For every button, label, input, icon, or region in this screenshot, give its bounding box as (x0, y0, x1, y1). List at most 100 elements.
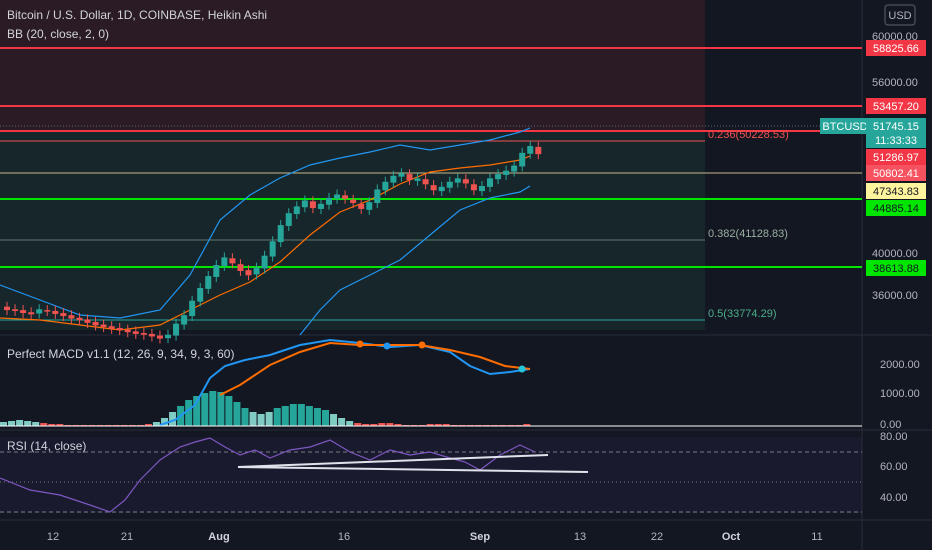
candle-body[interactable] (326, 197, 332, 205)
macd-histogram-bar (394, 424, 402, 426)
candle-body[interactable] (390, 175, 397, 183)
candle-body[interactable] (535, 146, 542, 155)
macd-histogram-bar (193, 396, 201, 426)
candle-body[interactable] (245, 270, 252, 276)
candle-body[interactable] (124, 329, 131, 333)
candle-body[interactable] (44, 310, 51, 312)
macd-histogram-bar (225, 396, 233, 426)
candle-body[interactable] (253, 267, 260, 275)
bb-upper-band (0, 127, 531, 319)
macd-signal-line (219, 341, 531, 396)
candle-body[interactable] (229, 258, 236, 264)
candle-body[interactable] (317, 203, 324, 209)
candle-body[interactable] (173, 323, 180, 336)
candle-body[interactable] (414, 178, 421, 181)
candle-body[interactable] (366, 202, 373, 210)
candle-body[interactable] (487, 178, 493, 187)
candle-body[interactable] (76, 317, 83, 321)
candle-body[interactable] (454, 178, 461, 183)
macd-histogram-bar (265, 412, 273, 426)
candle-body[interactable] (12, 309, 19, 311)
candle-body[interactable] (108, 326, 115, 329)
candle-body[interactable] (495, 174, 502, 180)
candle-body[interactable] (68, 315, 75, 319)
currency-badge[interactable] (884, 4, 916, 26)
candle-body[interactable] (527, 146, 534, 154)
time-tick: Oct (722, 531, 741, 543)
candle-body[interactable] (406, 174, 413, 181)
candle-body[interactable] (334, 194, 341, 199)
candle-body[interactable] (52, 310, 59, 314)
candle-body[interactable] (430, 185, 437, 191)
candle-body[interactable] (132, 331, 139, 334)
rsi-trendline[interactable] (237, 454, 549, 468)
candle-body[interactable] (462, 179, 469, 184)
candle-body[interactable] (342, 195, 349, 199)
candle-body[interactable] (92, 322, 99, 326)
rsi-tick: 80.00 (880, 431, 908, 443)
symbol-badge[interactable]: BTCUSD (820, 118, 870, 134)
macd-histogram-bar (257, 414, 265, 426)
candle-body[interactable] (374, 189, 381, 203)
candle-body[interactable] (189, 300, 196, 317)
candle-body[interactable] (84, 319, 91, 323)
macd-histogram-bar (201, 393, 209, 426)
candle-body[interactable] (116, 327, 123, 331)
candle-body[interactable] (4, 306, 10, 311)
candle-body[interactable] (301, 200, 308, 208)
svg-text:44885.14: 44885.14 (873, 203, 919, 215)
rsi-trendline[interactable] (237, 466, 589, 473)
candle-body[interactable] (221, 257, 228, 266)
bb-indicator-label[interactable]: BB (20, close, 2, 0) (7, 27, 109, 41)
candle-body[interactable] (309, 201, 316, 209)
candle-body[interactable] (438, 186, 445, 192)
candlestick-series[interactable] (4, 141, 542, 344)
candle-body[interactable] (503, 170, 510, 175)
candle-body[interactable] (478, 186, 485, 192)
macd-tick: 2000.00 (880, 359, 920, 371)
macd-histogram-bar (313, 408, 321, 426)
macd-histogram-bar (209, 391, 217, 426)
candle-body[interactable] (100, 324, 107, 328)
candle-body[interactable] (36, 309, 43, 314)
candle-body[interactable] (511, 165, 518, 172)
rsi-indicator-label[interactable]: RSI (14, close) (7, 439, 86, 453)
macd-histogram-bar (378, 423, 386, 426)
candle-body[interactable] (277, 225, 284, 243)
candle-body[interactable] (470, 184, 477, 191)
candle-body[interactable] (197, 288, 204, 302)
candle-body[interactable] (60, 313, 67, 317)
macd-histogram-bar (169, 412, 177, 426)
candle-body[interactable] (213, 265, 220, 277)
fib-label-0382: 0.382(41128.83) (708, 228, 788, 240)
candle-body[interactable] (28, 312, 35, 315)
price-label-38613: 38613.88 (866, 260, 926, 276)
candle-body[interactable] (293, 206, 300, 215)
candle-body[interactable] (446, 181, 453, 188)
macd-indicator-label[interactable]: Perfect MACD v1.1 (12, 26, 9, 34, 9, 3, … (7, 347, 234, 361)
macd-histogram-bar (370, 424, 378, 426)
candle-body[interactable] (422, 179, 429, 185)
macd-histogram (0, 391, 531, 426)
candle-body[interactable] (358, 203, 365, 209)
svg-text:53457.20: 53457.20 (873, 101, 919, 113)
time-tick: 11 (811, 531, 822, 543)
candle-body[interactable] (269, 241, 276, 257)
candle-body[interactable] (398, 173, 405, 177)
macd-histogram-bar (152, 422, 160, 426)
candle-body[interactable] (148, 333, 155, 337)
candle-body[interactable] (140, 333, 147, 335)
candle-body[interactable] (285, 213, 292, 226)
candle-body[interactable] (350, 199, 357, 203)
candle-body[interactable] (382, 181, 389, 191)
candle-body[interactable] (519, 152, 526, 167)
candle-body[interactable] (181, 315, 188, 325)
candle-body[interactable] (237, 264, 244, 271)
candle-body[interactable] (261, 255, 268, 269)
candle-body[interactable] (205, 276, 212, 289)
candle-body[interactable] (20, 310, 27, 314)
candle-body[interactable] (156, 335, 163, 339)
candle-body[interactable] (165, 334, 171, 339)
macd-histogram-bar (523, 424, 531, 426)
